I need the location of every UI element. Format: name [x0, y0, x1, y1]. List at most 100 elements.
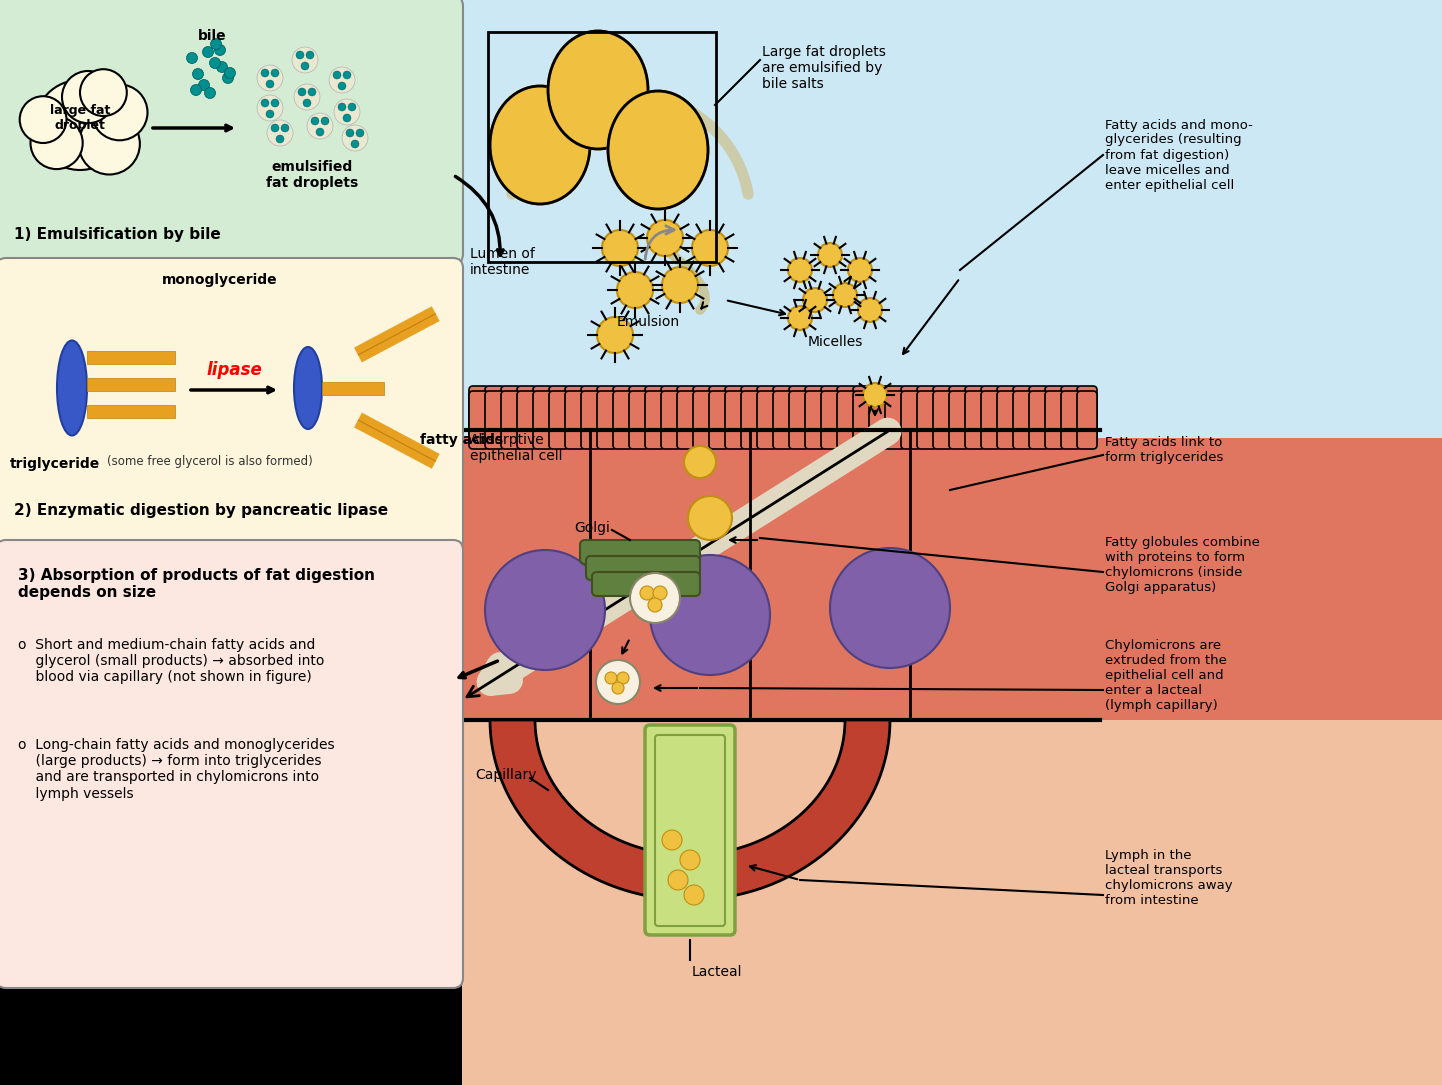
FancyBboxPatch shape	[534, 391, 552, 449]
Circle shape	[306, 51, 314, 59]
FancyBboxPatch shape	[0, 258, 463, 550]
FancyBboxPatch shape	[870, 391, 890, 449]
Polygon shape	[490, 720, 890, 899]
Text: Lumen of
intestine: Lumen of intestine	[470, 247, 535, 277]
FancyBboxPatch shape	[1030, 386, 1048, 446]
Circle shape	[265, 80, 274, 88]
FancyBboxPatch shape	[485, 386, 505, 446]
Circle shape	[199, 79, 209, 90]
Circle shape	[597, 317, 633, 353]
Text: Lymph in the
lacteal transports
chylomicrons away
from intestine: Lymph in the lacteal transports chylomic…	[1105, 848, 1233, 907]
Circle shape	[216, 62, 228, 73]
Text: Fatty globules combine
with proteins to form
chylomicrons (inside
Golgi apparatu: Fatty globules combine with proteins to …	[1105, 536, 1260, 593]
FancyBboxPatch shape	[933, 391, 953, 449]
Text: Fatty acids and mono-
glycerides (resulting
from fat digestion)
leave micelles a: Fatty acids and mono- glycerides (result…	[1105, 118, 1253, 191]
Circle shape	[346, 129, 353, 137]
Circle shape	[307, 113, 333, 139]
FancyBboxPatch shape	[645, 391, 665, 449]
FancyBboxPatch shape	[629, 391, 649, 449]
Circle shape	[311, 117, 319, 125]
Circle shape	[202, 47, 213, 58]
FancyBboxPatch shape	[0, 0, 463, 264]
Bar	[87, 378, 174, 391]
FancyBboxPatch shape	[741, 391, 761, 449]
Text: lipase: lipase	[206, 361, 262, 379]
FancyBboxPatch shape	[870, 386, 890, 446]
FancyBboxPatch shape	[1045, 386, 1066, 446]
Circle shape	[261, 99, 270, 107]
Circle shape	[662, 830, 682, 850]
Circle shape	[35, 80, 125, 170]
Text: large fat
droplet: large fat droplet	[50, 104, 110, 132]
Circle shape	[337, 82, 346, 90]
Text: (some free glycerol is also formed): (some free glycerol is also formed)	[107, 456, 313, 469]
FancyBboxPatch shape	[949, 386, 969, 446]
Circle shape	[271, 99, 278, 107]
Circle shape	[684, 885, 704, 905]
FancyBboxPatch shape	[518, 391, 536, 449]
Circle shape	[647, 220, 684, 256]
Circle shape	[343, 114, 350, 122]
FancyBboxPatch shape	[549, 391, 570, 449]
Circle shape	[640, 586, 655, 600]
Ellipse shape	[609, 91, 708, 209]
Circle shape	[301, 62, 309, 71]
Circle shape	[348, 103, 356, 111]
FancyBboxPatch shape	[580, 540, 699, 564]
FancyBboxPatch shape	[885, 391, 906, 449]
FancyBboxPatch shape	[593, 572, 699, 596]
FancyBboxPatch shape	[773, 391, 793, 449]
Circle shape	[30, 117, 82, 169]
FancyBboxPatch shape	[933, 386, 953, 446]
Text: 3) Absorption of products of fat digestion
depends on size: 3) Absorption of products of fat digesti…	[17, 569, 375, 600]
FancyBboxPatch shape	[854, 391, 872, 449]
Circle shape	[296, 51, 304, 59]
FancyBboxPatch shape	[676, 386, 696, 446]
FancyBboxPatch shape	[485, 391, 505, 449]
Circle shape	[684, 446, 717, 478]
Circle shape	[653, 586, 668, 600]
Circle shape	[356, 129, 363, 137]
FancyBboxPatch shape	[660, 386, 681, 446]
FancyBboxPatch shape	[645, 386, 665, 446]
Circle shape	[211, 38, 222, 50]
Circle shape	[298, 88, 306, 95]
FancyBboxPatch shape	[549, 386, 570, 446]
Bar	[461, 390, 1442, 720]
FancyBboxPatch shape	[709, 386, 730, 446]
Circle shape	[350, 140, 359, 148]
Ellipse shape	[294, 347, 322, 429]
FancyBboxPatch shape	[996, 386, 1017, 446]
Text: Micelles: Micelles	[808, 335, 862, 349]
Circle shape	[275, 135, 284, 143]
FancyBboxPatch shape	[805, 386, 825, 446]
Text: emulsified
fat droplets: emulsified fat droplets	[265, 159, 358, 190]
FancyBboxPatch shape	[1012, 386, 1032, 446]
Circle shape	[647, 598, 662, 612]
Text: Capillary: Capillary	[474, 768, 536, 782]
FancyBboxPatch shape	[518, 386, 536, 446]
Circle shape	[862, 383, 887, 407]
FancyBboxPatch shape	[917, 386, 937, 446]
Circle shape	[265, 110, 274, 118]
Circle shape	[309, 88, 316, 95]
Bar	[461, 0, 1442, 430]
FancyBboxPatch shape	[1077, 391, 1097, 449]
Circle shape	[209, 58, 221, 68]
Circle shape	[257, 65, 283, 91]
Circle shape	[316, 128, 324, 136]
Circle shape	[79, 113, 140, 175]
Circle shape	[818, 243, 842, 267]
FancyBboxPatch shape	[757, 386, 777, 446]
Circle shape	[787, 258, 812, 282]
FancyBboxPatch shape	[965, 386, 985, 446]
FancyBboxPatch shape	[1077, 386, 1097, 446]
Ellipse shape	[548, 31, 647, 149]
FancyBboxPatch shape	[581, 391, 601, 449]
Circle shape	[192, 68, 203, 79]
FancyBboxPatch shape	[597, 391, 617, 449]
FancyBboxPatch shape	[660, 391, 681, 449]
Bar	[87, 405, 174, 418]
FancyBboxPatch shape	[789, 391, 809, 449]
Circle shape	[335, 99, 360, 125]
